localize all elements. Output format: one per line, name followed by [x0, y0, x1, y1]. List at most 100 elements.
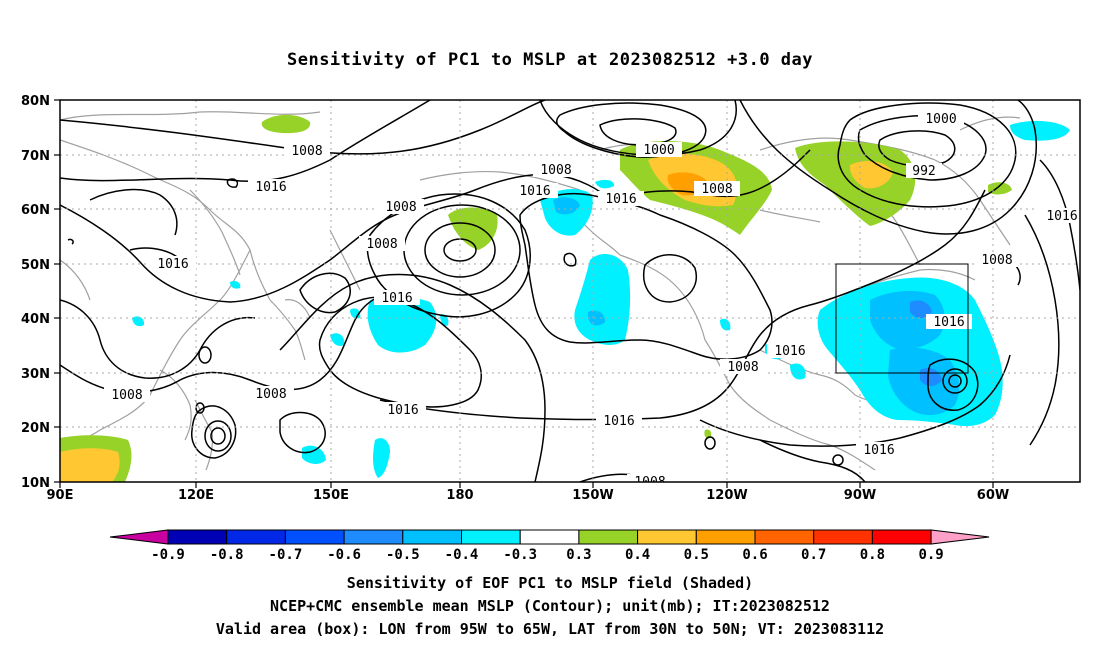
svg-text:1008: 1008: [981, 253, 1012, 268]
svg-text:1016: 1016: [605, 192, 636, 207]
contour-label: 1008: [248, 386, 294, 402]
colorbar-label: 0.5: [684, 547, 709, 563]
contour-label: 1008: [284, 143, 330, 159]
lon-label: 60W: [977, 488, 1009, 503]
colorbar-swatch: [519, 529, 580, 545]
svg-text:1000: 1000: [643, 143, 674, 158]
colorbar-label: -0.4: [445, 547, 479, 563]
contour-label: 992: [906, 163, 942, 179]
svg-text:1016: 1016: [774, 344, 805, 359]
colorbar-label: 0.3: [566, 547, 591, 563]
svg-text:1008: 1008: [385, 200, 416, 215]
colorbar-swatch: [461, 529, 521, 545]
colorbar-swatch: [871, 529, 932, 545]
map-title: Sensitivity of PC1 to MSLP at 2023082512…: [286, 50, 813, 70]
svg-text:992: 992: [912, 164, 935, 179]
contour-label: 1008: [627, 474, 673, 490]
contour-label: 1016: [926, 314, 972, 330]
lat-label: 50N: [21, 258, 50, 273]
lon-label: 120W: [706, 488, 747, 503]
svg-text:1000: 1000: [925, 112, 956, 127]
lat-label: 20N: [21, 421, 50, 436]
lon-label: 120E: [178, 488, 214, 503]
colorbar-label: -0.9: [151, 547, 185, 563]
contour-label: 1016: [596, 413, 642, 429]
lon-label: 180: [446, 488, 473, 503]
contour-label: 1016: [767, 343, 813, 359]
contour-label: 1008: [694, 181, 740, 197]
svg-text:1008: 1008: [727, 360, 758, 375]
colorbar-swatch: [578, 529, 639, 545]
tick-marks: [54, 99, 994, 488]
contour-label: 1000: [636, 142, 682, 158]
colorbar-label: 0.4: [625, 547, 650, 563]
contour-label: 1008: [720, 359, 766, 375]
contour-label: 1016: [512, 183, 558, 199]
contour-label: 1008: [378, 199, 424, 215]
colorbar-swatch: [284, 529, 345, 545]
colorbar-label: -0.7: [269, 547, 303, 563]
colorbar-swatch: [343, 529, 404, 545]
colorbar-left-arrow: [109, 529, 169, 545]
svg-text:1008: 1008: [291, 144, 322, 159]
lat-label: 70N: [21, 149, 50, 164]
colorbar-swatch: [813, 529, 873, 545]
contour-label: 1016: [150, 256, 196, 272]
colorbar-swatch: [695, 529, 756, 545]
contour-label: 1000: [918, 111, 964, 127]
svg-text:1016: 1016: [387, 403, 418, 418]
lon-label: 150W: [572, 488, 613, 503]
contour-label: 1008: [533, 162, 579, 178]
svg-text:1016: 1016: [157, 257, 188, 272]
colorbar-label: -0.5: [386, 547, 420, 563]
lon-label: 90W: [844, 488, 876, 503]
colorbar-label: 0.7: [801, 547, 826, 563]
colorbar-swatch: [637, 529, 697, 545]
contour-label: 1016: [248, 179, 294, 195]
lon-label: 90E: [47, 488, 74, 503]
svg-text:1016: 1016: [933, 315, 964, 330]
svg-text:1016: 1016: [863, 443, 894, 458]
contour-label: 1016: [856, 442, 902, 458]
colorbar-label: -0.6: [327, 547, 361, 563]
contour-label: 1008: [359, 236, 405, 252]
contour-label: 1016: [1034, 208, 1080, 224]
colorbar-label: 0.6: [742, 547, 767, 563]
contour-label: 1016: [380, 402, 426, 418]
longitude-labels: 90E 120E 150E 180 150W 120W 90W 60W: [47, 488, 1010, 503]
svg-text:1016: 1016: [1046, 209, 1077, 224]
latitude-labels: 80N 70N 60N 50N 40N 30N 20N 10N: [21, 94, 50, 491]
lat-label: 30N: [21, 367, 50, 382]
svg-text:1016: 1016: [603, 414, 634, 429]
colorbar-swatch: [167, 529, 228, 545]
colorbar-label: 0.9: [918, 547, 943, 563]
svg-text:1008: 1008: [634, 475, 665, 490]
svg-text:1008: 1008: [111, 388, 142, 403]
svg-text:1016: 1016: [255, 180, 286, 195]
plot-frame: [59, 99, 1081, 483]
colorbar-label: -0.3: [503, 547, 537, 563]
caption-line-2: NCEP+CMC ensemble mean MSLP (Contour); u…: [270, 597, 830, 615]
caption-line-1: Sensitivity of EOF PC1 to MSLP field (Sh…: [346, 574, 754, 592]
lat-label: 40N: [21, 312, 50, 327]
caption-line-3: Valid area (box): LON from 95W to 65W, L…: [215, 620, 885, 638]
contour-label: 1016: [598, 191, 644, 207]
contour-label: 1008: [104, 387, 150, 403]
colorbar-swatch: [226, 529, 286, 545]
svg-text:1008: 1008: [255, 387, 286, 402]
colorbar-swatch: [754, 529, 815, 545]
colorbar: -0.9 -0.8 -0.7 -0.6 -0.5 -0.4 -0.3 0.3 0.4 0.5 0.6…: [109, 529, 990, 563]
lat-label: 60N: [21, 203, 50, 218]
contour-label: 1016: [374, 290, 420, 306]
colorbar-right-arrow: [930, 529, 990, 545]
lon-label: 150E: [313, 488, 349, 503]
svg-text:1008: 1008: [701, 182, 732, 197]
colorbar-swatch: [402, 529, 462, 545]
svg-text:1016: 1016: [381, 291, 412, 306]
valid-area-box: [835, 263, 969, 374]
svg-text:1016: 1016: [519, 184, 550, 199]
colorbar-label: -0.8: [210, 547, 244, 563]
colorbar-label: 0.8: [860, 547, 885, 563]
contour-label: 1008: [974, 252, 1020, 268]
